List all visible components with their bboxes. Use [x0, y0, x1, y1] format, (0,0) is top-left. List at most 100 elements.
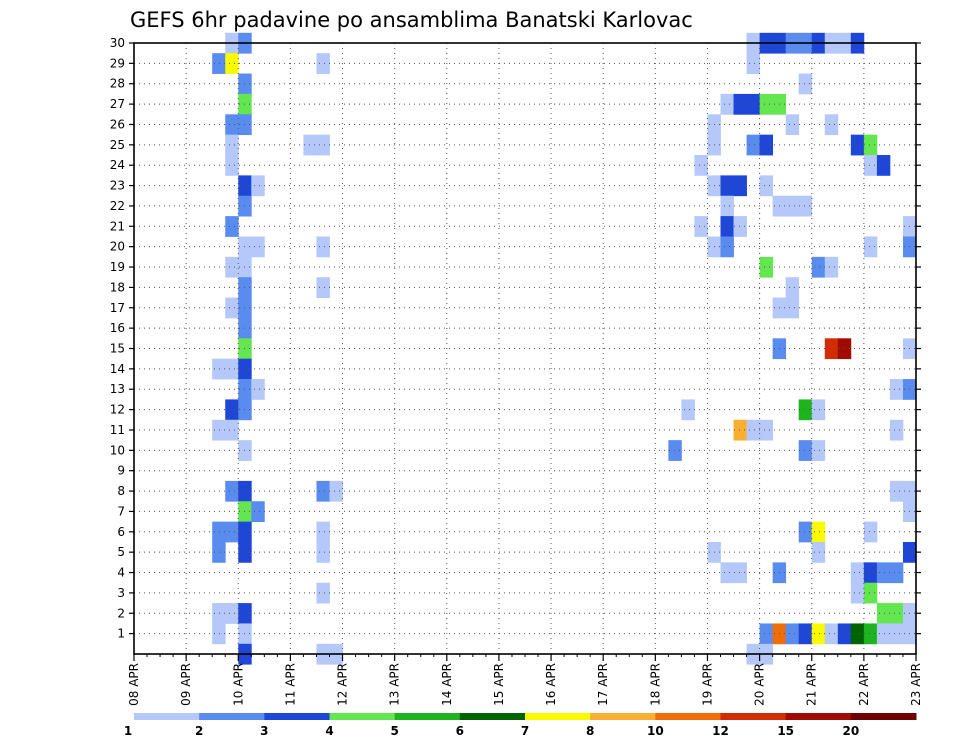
y-tick-label: 28	[110, 77, 125, 91]
heatmap-cell	[733, 562, 747, 584]
heatmap-cell	[785, 114, 800, 136]
chart-title: GEFS 6hr padavine po ansamblima Banatski…	[130, 8, 693, 32]
heatmap-cell	[863, 562, 878, 584]
x-axis: 08 APR 09 APR 10 APR 11 APR 12 APR 13 APR 14 A…	[127, 654, 923, 706]
heatmap-cell	[694, 155, 708, 176]
heatmap-cell	[759, 623, 774, 645]
x-tick-label: 13 APR	[388, 663, 402, 706]
heatmap-cell	[811, 256, 826, 278]
heatmap-cell	[889, 419, 904, 441]
heatmap-cell	[759, 134, 774, 156]
y-tick-label: 14	[110, 362, 125, 376]
x-tick-label: 23 APR	[909, 663, 923, 706]
heatmap-cell	[759, 93, 774, 115]
y-tick-label: 12	[110, 403, 125, 417]
colorbar-swatch	[134, 713, 200, 720]
heatmap-cell	[811, 440, 826, 461]
heatmap-cell	[876, 623, 891, 645]
heatmap-cell	[316, 521, 330, 543]
colorbar-swatch	[264, 713, 330, 720]
colorbar-swatch	[655, 713, 721, 720]
x-tick-label: 16 APR	[544, 663, 558, 706]
colorbar-label: 20	[842, 724, 859, 738]
heatmap-cell	[798, 521, 813, 543]
heatmap-cell	[746, 53, 760, 74]
heatmap-cell	[876, 155, 891, 176]
heatmap-cell	[212, 358, 226, 380]
colorbar-swatch	[785, 713, 852, 720]
heatmap-cell	[225, 297, 239, 319]
y-tick-label: 3	[117, 586, 125, 600]
y-tick-label: 25	[110, 138, 125, 152]
grid-lines	[134, 43, 916, 654]
heatmap-cell	[811, 399, 826, 421]
heatmap-cell	[225, 603, 239, 624]
heatmap-cell	[733, 419, 747, 441]
colorbar-label: 6	[456, 724, 464, 738]
y-tick-label: 22	[110, 199, 125, 213]
heatmap-cell	[850, 562, 865, 584]
heatmap-cell	[863, 623, 878, 645]
heatmap-cell	[811, 521, 826, 543]
y-tick-label: 2	[117, 606, 125, 620]
y-tick-label: 6	[117, 525, 125, 539]
colorbar-swatch	[394, 713, 461, 720]
heatmap-cell	[798, 440, 813, 461]
heatmap-cell	[798, 195, 813, 217]
colorbar-swatch	[459, 713, 526, 720]
heatmap-cell	[733, 93, 747, 115]
heatmap-cell	[733, 216, 747, 237]
heatmap-cell	[889, 562, 904, 584]
heatmap-cell	[303, 134, 317, 156]
heatmap-cell	[720, 93, 734, 115]
heatmap-cell	[863, 155, 878, 176]
colorbar-swatch	[329, 713, 396, 720]
heatmap-cell	[251, 236, 265, 258]
colorbar-label: 12	[712, 724, 729, 738]
heatmap-cell	[759, 256, 774, 278]
x-tick-label: 20 APR	[753, 663, 767, 706]
x-tick-label: 11 APR	[283, 663, 297, 706]
heatmap-cell	[785, 195, 800, 217]
x-tick-label: 15 APR	[492, 663, 506, 706]
heatmap-cell	[212, 603, 226, 624]
heatmap-cell	[850, 134, 865, 156]
colorbar-label: 8	[586, 724, 594, 738]
heatmap-cell	[824, 338, 839, 360]
colorbar-label: 10	[647, 724, 664, 738]
heatmap-cell	[225, 358, 239, 380]
heatmap-cell	[316, 236, 330, 258]
y-tick-label: 27	[110, 97, 125, 111]
colorbar-label: 7	[521, 724, 529, 738]
heatmap-cell	[212, 419, 226, 441]
heatmap-cell	[225, 216, 239, 237]
heatmap-cell	[251, 379, 265, 400]
x-tick-label: 09 APR	[179, 663, 193, 706]
heatmap-cell	[824, 256, 839, 278]
y-tick-label: 1	[117, 627, 125, 641]
y-tick-label: 24	[110, 158, 125, 172]
heatmap-cell	[863, 582, 878, 604]
heatmap-cell	[785, 623, 800, 645]
heatmap-cell	[316, 134, 330, 156]
heatmap-cell	[225, 480, 239, 502]
heatmap-cell	[889, 379, 904, 400]
heatmap-cell	[225, 114, 239, 136]
heatmap-cell	[225, 53, 239, 74]
heatmap-cell	[225, 134, 239, 156]
heatmap-cell	[863, 521, 878, 543]
heatmap-cell	[733, 175, 747, 197]
heatmap-cell	[225, 399, 239, 421]
heatmap-cell	[681, 399, 695, 421]
heatmap-cell	[798, 399, 813, 421]
heatmap-cell	[316, 277, 330, 298]
x-tick-label: 18 APR	[648, 663, 662, 706]
colorbar-label: 2	[195, 724, 203, 738]
x-tick-label: 22 APR	[857, 663, 871, 706]
heatmap-cell	[720, 175, 734, 197]
heatmap-cell	[720, 236, 734, 258]
heatmap-cell	[225, 521, 239, 543]
y-tick-label: 5	[117, 545, 125, 559]
colorbar-label: 1	[124, 724, 132, 738]
